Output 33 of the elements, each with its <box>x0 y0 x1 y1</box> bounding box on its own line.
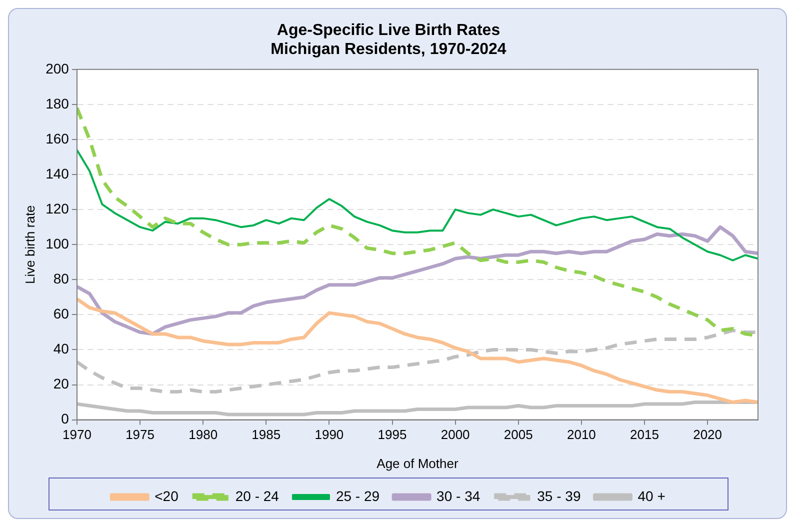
x-tick-label: 1990 <box>314 427 344 442</box>
legend-label: 25 - 29 <box>336 488 380 504</box>
legend-label: 40 + <box>638 488 666 504</box>
line-series <box>76 328 758 394</box>
x-tick-label: 1985 <box>252 427 281 442</box>
x-tick-label: 2015 <box>630 427 659 442</box>
y-axis-title: Live birth rate <box>22 205 38 284</box>
legend-label: <20 <box>154 488 179 504</box>
x-tick-label: 1975 <box>126 427 154 442</box>
y-tick-label: 40 <box>53 340 70 357</box>
y-tick-label: 20 <box>53 376 70 392</box>
x-tick-label: 1980 <box>188 427 218 442</box>
y-tick-label: 0 <box>61 410 70 427</box>
chart-subtitle: Michigan Residents, 1970-2024 <box>270 41 506 58</box>
legend-label: 30 - 34 <box>436 488 480 504</box>
x-tick-label: 2010 <box>566 427 596 442</box>
x-tick-label: 1995 <box>378 427 407 442</box>
y-tick-label: 180 <box>46 95 70 112</box>
legend-label: 20 - 24 <box>235 488 280 504</box>
chart-title: Age-Specific Live Birth Rates <box>276 22 500 40</box>
x-axis-title: Age of Mother <box>376 456 459 471</box>
y-tick-label: 60 <box>53 306 70 322</box>
y-tick-label: 80 <box>53 270 70 286</box>
x-tick-label: 1970 <box>62 427 92 442</box>
y-tick-label: 160 <box>46 130 70 146</box>
legend-label: 35 - 39 <box>537 488 581 504</box>
x-tick-label: 2005 <box>504 427 533 442</box>
x-tick-label: 2020 <box>693 427 722 442</box>
y-tick-label: 120 <box>46 200 70 216</box>
x-tick-label: 2000 <box>440 427 470 442</box>
y-tick-label: 140 <box>46 165 70 182</box>
y-tick-label: 200 <box>46 60 70 76</box>
y-tick-label: 100 <box>46 235 70 252</box>
